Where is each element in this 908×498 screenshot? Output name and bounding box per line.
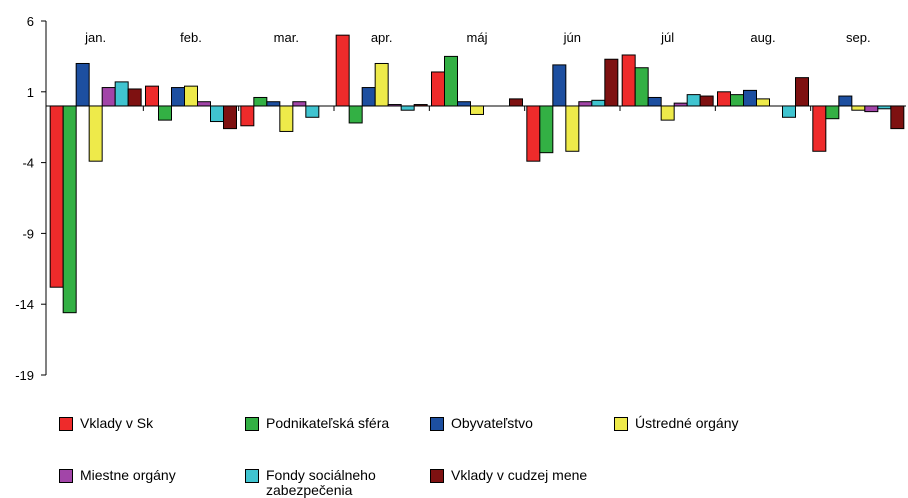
bar [114,81,129,107]
bar [660,105,675,121]
y-tick-label: 6 [27,14,34,29]
bar [171,87,185,107]
bar [812,105,827,152]
bar [374,62,389,107]
bar [335,34,350,107]
bar [578,101,593,107]
bar [838,95,853,107]
bar [88,105,103,162]
bar [444,55,458,107]
bar [621,54,636,107]
category-label: feb. [180,30,202,45]
category-label: aug. [750,30,775,45]
bar [223,105,237,130]
bar [361,87,376,107]
bar [539,105,554,154]
category-label: sep. [846,30,871,45]
bar [470,105,484,115]
bar [62,105,77,314]
bar [292,101,307,107]
bar [825,105,840,120]
bar [158,105,172,121]
bar [890,105,905,130]
category-label: júl [660,30,674,45]
bar [756,98,770,107]
bar [509,98,523,107]
category-labels: jan. feb. mar. apr. máj jún júl aug. sep. [84,30,870,45]
bar [591,99,606,107]
y-tick-label: -4 [22,156,34,171]
bar [197,101,211,107]
bar [743,89,757,107]
bar [184,85,198,107]
bar [305,105,320,118]
category-label: jún [563,30,581,45]
bar [864,105,879,113]
bar [851,105,866,111]
y-tick-label: -9 [22,226,34,241]
bar [253,96,268,107]
bar [604,58,619,107]
bars [49,34,905,314]
bar [210,105,224,123]
bar [240,105,255,127]
bar [145,85,159,107]
category-label: máj [467,30,488,45]
bar [647,96,662,107]
bar [457,101,471,107]
bar [266,101,281,107]
y-tick-label: 1 [27,85,34,100]
bar [413,104,428,107]
bar [400,105,415,111]
category-label: jan. [84,30,106,45]
bar [279,105,294,132]
category-label: mar. [274,30,299,45]
bar [634,67,649,107]
bar [49,105,64,288]
bar [782,105,796,118]
category-label: apr. [371,30,393,45]
bar [565,105,580,152]
y-tick-label: -14 [15,297,34,312]
bar [877,105,892,110]
bar [795,77,809,107]
bar [101,87,116,107]
bar [730,94,744,107]
bar [686,94,701,107]
bar [673,102,688,107]
bar [717,91,731,107]
bar [348,105,363,124]
bar [127,88,142,107]
y-tick-label: -19 [15,368,34,383]
bar [431,71,445,107]
y-axis: 6 1 -4 -9 -14 -19 [15,14,47,383]
bar [526,105,541,162]
bar [387,104,402,107]
bar [552,64,567,107]
bar [75,62,90,107]
bar [699,95,714,107]
